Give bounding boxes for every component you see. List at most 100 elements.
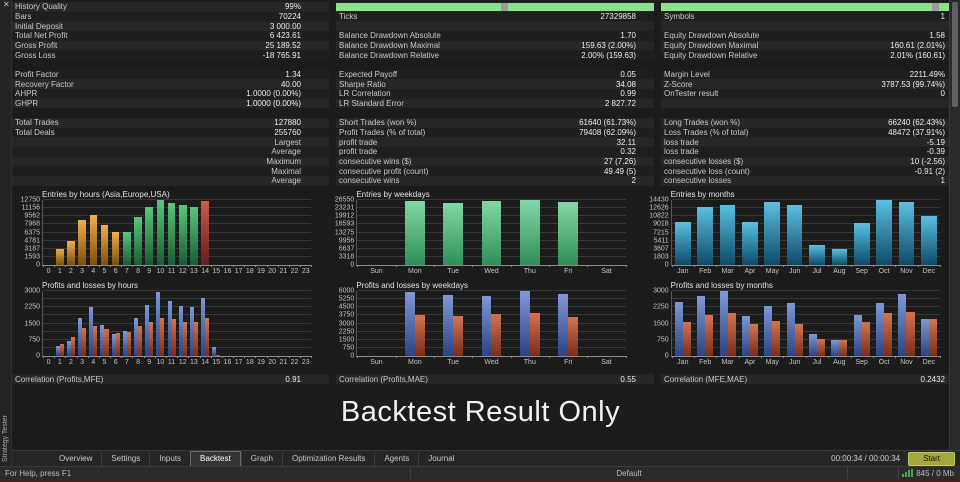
bar [205, 318, 210, 356]
x-axis-label: 11 [167, 359, 176, 366]
x-axis-tick [177, 356, 179, 358]
stat-row: Gross Loss -18 765.91 [12, 50, 329, 61]
gridline [43, 346, 312, 348]
stat-label: consecutive wins [339, 176, 400, 186]
y-axis-tick-label: 9562 [24, 212, 40, 220]
stat-row: consecutive losses 1 [661, 176, 949, 186]
tester-controls: 00:00:34 / 00:00:34 Start [831, 451, 960, 466]
bar [134, 217, 142, 265]
panel-title-vertical: Strategy Tester [2, 415, 9, 462]
charts-row-entries: Entries by hours (Asia,Europe,USA) 12750 1… [14, 190, 945, 278]
tab-optimization-results[interactable]: Optimization Results [281, 451, 374, 466]
progress-bar [336, 3, 654, 11]
stat-label: Z-Score [664, 79, 693, 89]
bar [481, 295, 492, 356]
x-axis-tick [210, 265, 212, 267]
stat-label: Expected Payoff [339, 70, 398, 80]
x-axis-tick [761, 356, 763, 358]
y-axis-tick-label: 6000 [338, 287, 355, 295]
x-axis-tick [221, 265, 223, 267]
tab-overview[interactable]: Overview [59, 453, 93, 463]
x-axis-tick [277, 265, 279, 267]
x-axis-label: 0 [46, 268, 51, 275]
stat-label: Balance Drawdown Maximal [339, 41, 440, 51]
charts-row-profits-losses: Profits and losses by hours 3000 2250 1500 7… [14, 281, 945, 369]
panel-side-strip: ✕ Strategy Tester [0, 0, 12, 466]
y-axis-tick-label: 5411 [653, 237, 669, 245]
x-axis-tick [266, 356, 268, 358]
x-axis-label: Sun [370, 268, 383, 275]
x-axis-tick [895, 265, 897, 267]
y-axis-tick-label: 16593 [334, 220, 355, 228]
stat-label: Profit Factor [15, 70, 59, 80]
x-axis-tick [255, 265, 257, 267]
tab-journal[interactable]: Journal [418, 451, 463, 466]
bar [491, 313, 502, 356]
x-axis-tick [805, 265, 807, 267]
bar [675, 222, 691, 265]
x-axis-label: 17 [234, 268, 243, 275]
start-button[interactable]: Start [908, 451, 955, 466]
tab-backtest[interactable]: Backtest [190, 450, 241, 467]
bar [123, 232, 131, 265]
x-axis-label: Feb [699, 359, 712, 366]
bar [831, 339, 840, 356]
gridline [43, 330, 312, 332]
x-axis-tick [548, 356, 550, 358]
stat-value: 66240 (62.43%) [888, 118, 945, 128]
x-axis-label: 5 [102, 359, 107, 366]
stat-value: 34.08 [615, 79, 636, 89]
stat-label: Profit Trades (% of total) [339, 128, 426, 138]
bar [149, 322, 154, 356]
stat-label: loss trade [664, 137, 699, 147]
stat-label: Short Trades (won %) [339, 118, 417, 128]
x-axis-tick [828, 265, 830, 267]
x-axis-label: 14 [201, 359, 210, 366]
bar [809, 245, 825, 265]
stat-value: 99% [284, 2, 301, 12]
y-axis-tick-label: 0 [350, 261, 355, 269]
stat-value: 2 827.72 [604, 99, 636, 109]
bar [719, 291, 728, 356]
y-axis-tick-label: 14430 [649, 196, 669, 204]
gridline [671, 231, 940, 233]
close-icon[interactable]: ✕ [3, 0, 10, 9]
tab-inputs[interactable]: Inputs [149, 451, 190, 466]
x-axis-tick [783, 356, 785, 358]
bar [928, 318, 937, 356]
x-axis-tick [716, 356, 718, 358]
x-axis-label: Mar [721, 268, 734, 275]
y-axis-tick-label: 2250 [338, 328, 355, 336]
vertical-scrollbar[interactable] [949, 0, 960, 450]
bar [682, 322, 691, 356]
stat-row: Equity Drawdown Absolute 1.58 [661, 31, 949, 41]
stat-value: 32.11 [616, 137, 636, 147]
stat-label: Total Trades [15, 118, 59, 128]
tab-graph[interactable]: Graph [240, 451, 282, 466]
stat-value: 3787.53 (99.74%) [881, 79, 945, 89]
stat-row: Largest [12, 137, 329, 148]
tab-settings[interactable]: Settings [101, 451, 149, 466]
stat-value: 1 [940, 12, 945, 21]
bar [59, 344, 64, 356]
x-axis-tick [110, 356, 112, 358]
stat-row: profit trade 32.11 [336, 137, 654, 148]
x-axis-label: Sat [601, 359, 612, 366]
chart-profits-losses-by-hours: Profits and losses by hours 3000 2250 1500 7… [14, 281, 316, 369]
tab-agents[interactable]: Agents [374, 451, 418, 466]
stat-label: Equity Drawdown Absolute [664, 31, 760, 41]
x-axis-label: 9 [147, 359, 152, 366]
profile-selector[interactable]: Default [410, 467, 847, 479]
scrollbar-thumb[interactable] [952, 2, 958, 107]
bar [67, 240, 75, 265]
chart-title: Profits and losses by months [670, 281, 773, 290]
x-axis-label: 1 [57, 268, 62, 275]
x-axis-label: 22 [290, 359, 299, 366]
gridline [43, 290, 312, 291]
bar [145, 305, 150, 356]
y-axis-tick-label: 750 [342, 344, 355, 352]
x-axis-label: 18 [245, 359, 254, 366]
bar [167, 300, 172, 356]
gridline [357, 290, 626, 291]
x-axis-label: 0 [46, 359, 51, 366]
